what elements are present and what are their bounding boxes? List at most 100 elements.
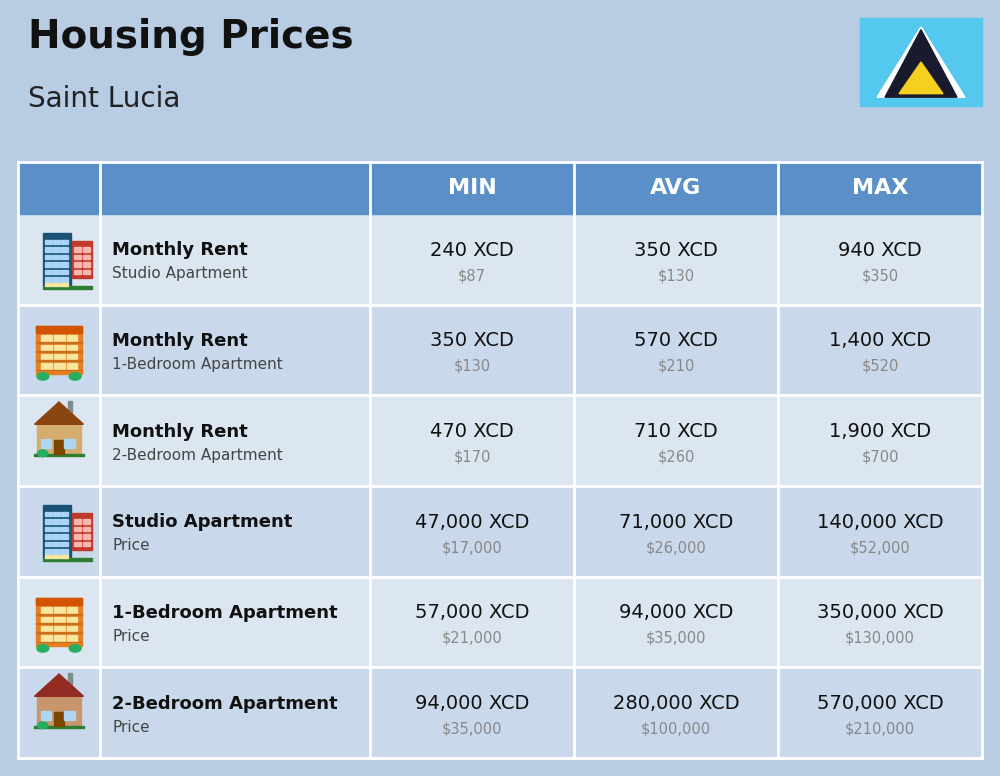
Bar [36, 326, 82, 374]
Text: $210: $210 [657, 359, 695, 374]
Bar [45, 247, 52, 252]
Text: 240 XCD: 240 XCD [430, 241, 514, 260]
Text: Monthly Rent: Monthly Rent [112, 332, 248, 350]
Text: 1-Bedroom Apartment: 1-Bedroom Apartment [112, 357, 283, 372]
Bar [61, 269, 68, 275]
Bar [74, 527, 81, 532]
Bar [74, 535, 81, 539]
Bar [54, 335, 65, 341]
Text: 710 XCD: 710 XCD [634, 422, 718, 441]
Bar [61, 534, 68, 539]
Ellipse shape [37, 450, 48, 456]
Text: 570,000 XCD: 570,000 XCD [817, 694, 943, 713]
Bar [83, 248, 90, 252]
Bar [53, 534, 60, 539]
Bar [43, 286, 92, 289]
Bar [41, 363, 52, 369]
Text: 350,000 XCD: 350,000 XCD [817, 604, 943, 622]
Bar [37, 696, 81, 726]
Bar [45, 542, 52, 546]
Text: Studio Apartment: Studio Apartment [112, 513, 292, 532]
Bar [83, 535, 90, 539]
Bar [41, 354, 52, 360]
Text: $87: $87 [458, 268, 486, 283]
Text: 1,900 XCD: 1,900 XCD [829, 422, 931, 441]
Text: $52,000: $52,000 [850, 540, 910, 555]
Text: Housing Prices: Housing Prices [28, 18, 354, 56]
Bar [34, 454, 84, 456]
Bar [34, 726, 84, 729]
Bar [54, 608, 65, 614]
Text: 350 XCD: 350 XCD [634, 241, 718, 260]
Text: 280,000 XCD: 280,000 XCD [613, 694, 739, 713]
Text: $17,000: $17,000 [442, 540, 502, 555]
Text: AVG: AVG [650, 178, 702, 198]
Bar [61, 526, 68, 532]
Bar [18, 486, 982, 577]
Bar [61, 555, 68, 558]
Bar [83, 255, 90, 259]
Bar [36, 598, 82, 605]
Text: $260: $260 [657, 449, 695, 465]
Bar [61, 255, 68, 259]
Bar [41, 438, 51, 448]
Text: 140,000 XCD: 140,000 XCD [817, 513, 943, 532]
Text: $35,000: $35,000 [646, 631, 706, 646]
Bar [74, 262, 81, 267]
Bar [53, 277, 60, 282]
Text: Saint Lucia: Saint Lucia [28, 85, 180, 113]
Bar [61, 519, 68, 524]
Bar [67, 354, 77, 360]
Bar [61, 262, 68, 267]
Bar [64, 711, 75, 720]
Bar [83, 519, 90, 524]
Bar [53, 511, 60, 516]
Bar [43, 558, 92, 561]
Bar [18, 667, 982, 758]
Text: MAX: MAX [852, 178, 908, 198]
Bar [53, 255, 60, 259]
Bar [61, 247, 68, 252]
Bar [41, 625, 52, 632]
Bar [53, 240, 60, 244]
Text: 350 XCD: 350 XCD [430, 331, 514, 351]
Text: Studio Apartment: Studio Apartment [112, 266, 248, 282]
Bar [54, 354, 65, 360]
Text: $26,000: $26,000 [646, 540, 706, 555]
Text: Price: Price [112, 629, 150, 644]
Bar [83, 270, 90, 274]
Bar [54, 712, 64, 726]
Bar [67, 625, 77, 632]
Bar [18, 305, 982, 395]
Bar [53, 262, 60, 267]
Bar [74, 270, 81, 274]
Text: $35,000: $35,000 [442, 722, 502, 736]
Bar [45, 534, 52, 539]
Text: $130: $130 [453, 359, 491, 374]
Bar [45, 519, 52, 524]
Text: $130: $130 [657, 268, 695, 283]
Text: Monthly Rent: Monthly Rent [112, 423, 248, 441]
Bar [74, 255, 81, 259]
Bar [72, 513, 92, 550]
Text: 57,000 XCD: 57,000 XCD [415, 604, 529, 622]
Bar [43, 504, 71, 558]
Bar [83, 527, 90, 532]
Text: $170: $170 [453, 449, 491, 465]
Ellipse shape [69, 645, 81, 652]
Bar [45, 555, 52, 558]
Bar [45, 240, 52, 244]
Bar [53, 549, 60, 554]
Bar [45, 283, 52, 286]
Bar [67, 635, 77, 641]
Bar [41, 711, 51, 720]
Bar [45, 549, 52, 554]
Bar [45, 262, 52, 267]
Ellipse shape [37, 645, 49, 652]
Bar [64, 438, 75, 448]
Text: $100,000: $100,000 [641, 722, 711, 736]
Bar [36, 326, 82, 333]
Bar [41, 617, 52, 623]
Bar [54, 625, 65, 632]
Bar [68, 673, 72, 688]
